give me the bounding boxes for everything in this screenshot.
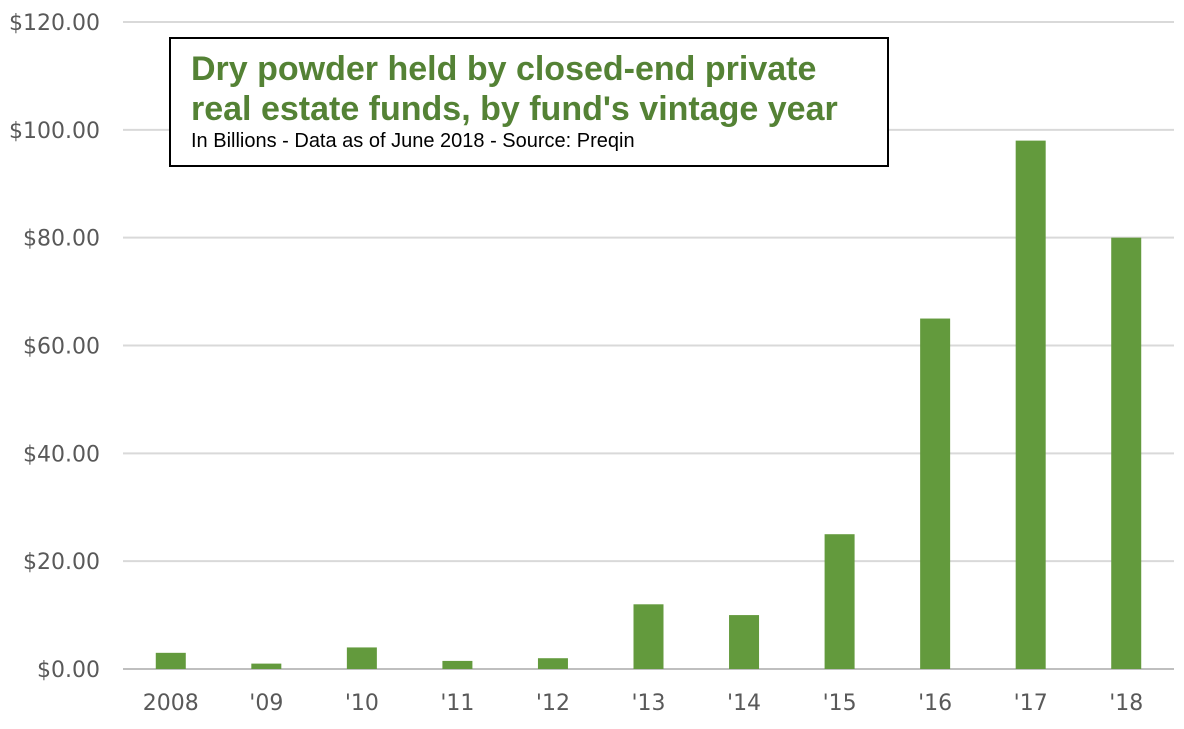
y-tick-label: $60.00 [23,335,100,360]
bar-5 [634,604,664,669]
bar-6 [729,615,759,669]
y-axis-tick-labels: $0.00 $20.00 $40.00 $60.00 $80.00 $100.00 $120… [9,11,100,683]
chart-title-box: Dry powder held by closed-end private re… [169,37,889,167]
x-axis-tick-labels: 2008 '09 '10 '11 '12 '13 '14 '15 '16 '17 '18 [143,691,1143,716]
bars [156,141,1141,669]
bar-7 [825,534,855,669]
bar-4 [538,658,568,669]
x-tick-label: '11 [440,691,474,716]
bar-9 [1016,141,1046,669]
x-tick-label: '17 [1014,691,1048,716]
x-tick-label: '14 [727,691,761,716]
chart-subtitle: In Billions - Data as of June 2018 - Sou… [191,129,887,153]
x-tick-label: '16 [918,691,952,716]
bar-0 [156,653,186,669]
x-tick-label: '15 [823,691,857,716]
x-tick-label: '12 [536,691,570,716]
x-tick-label: '09 [249,691,283,716]
y-tick-label: $80.00 [23,227,100,252]
bar-1 [251,664,281,669]
y-tick-label: $20.00 [23,550,100,575]
y-tick-label: $0.00 [37,658,100,683]
x-tick-label: '18 [1109,691,1143,716]
bar-10 [1111,238,1141,669]
x-tick-label: '13 [631,691,665,716]
x-tick-label: 2008 [143,691,199,716]
x-tick-label: '10 [345,691,379,716]
y-tick-label: $120.00 [9,11,100,36]
bar-8 [920,319,950,669]
chart-title-line-2: real estate funds, by fund's vintage yea… [191,89,887,129]
bar-2 [347,647,377,669]
y-tick-label: $40.00 [23,442,100,467]
bar-3 [442,661,472,669]
chart-title-line-1: Dry powder held by closed-end private [191,49,887,89]
y-tick-label: $100.00 [9,119,100,144]
